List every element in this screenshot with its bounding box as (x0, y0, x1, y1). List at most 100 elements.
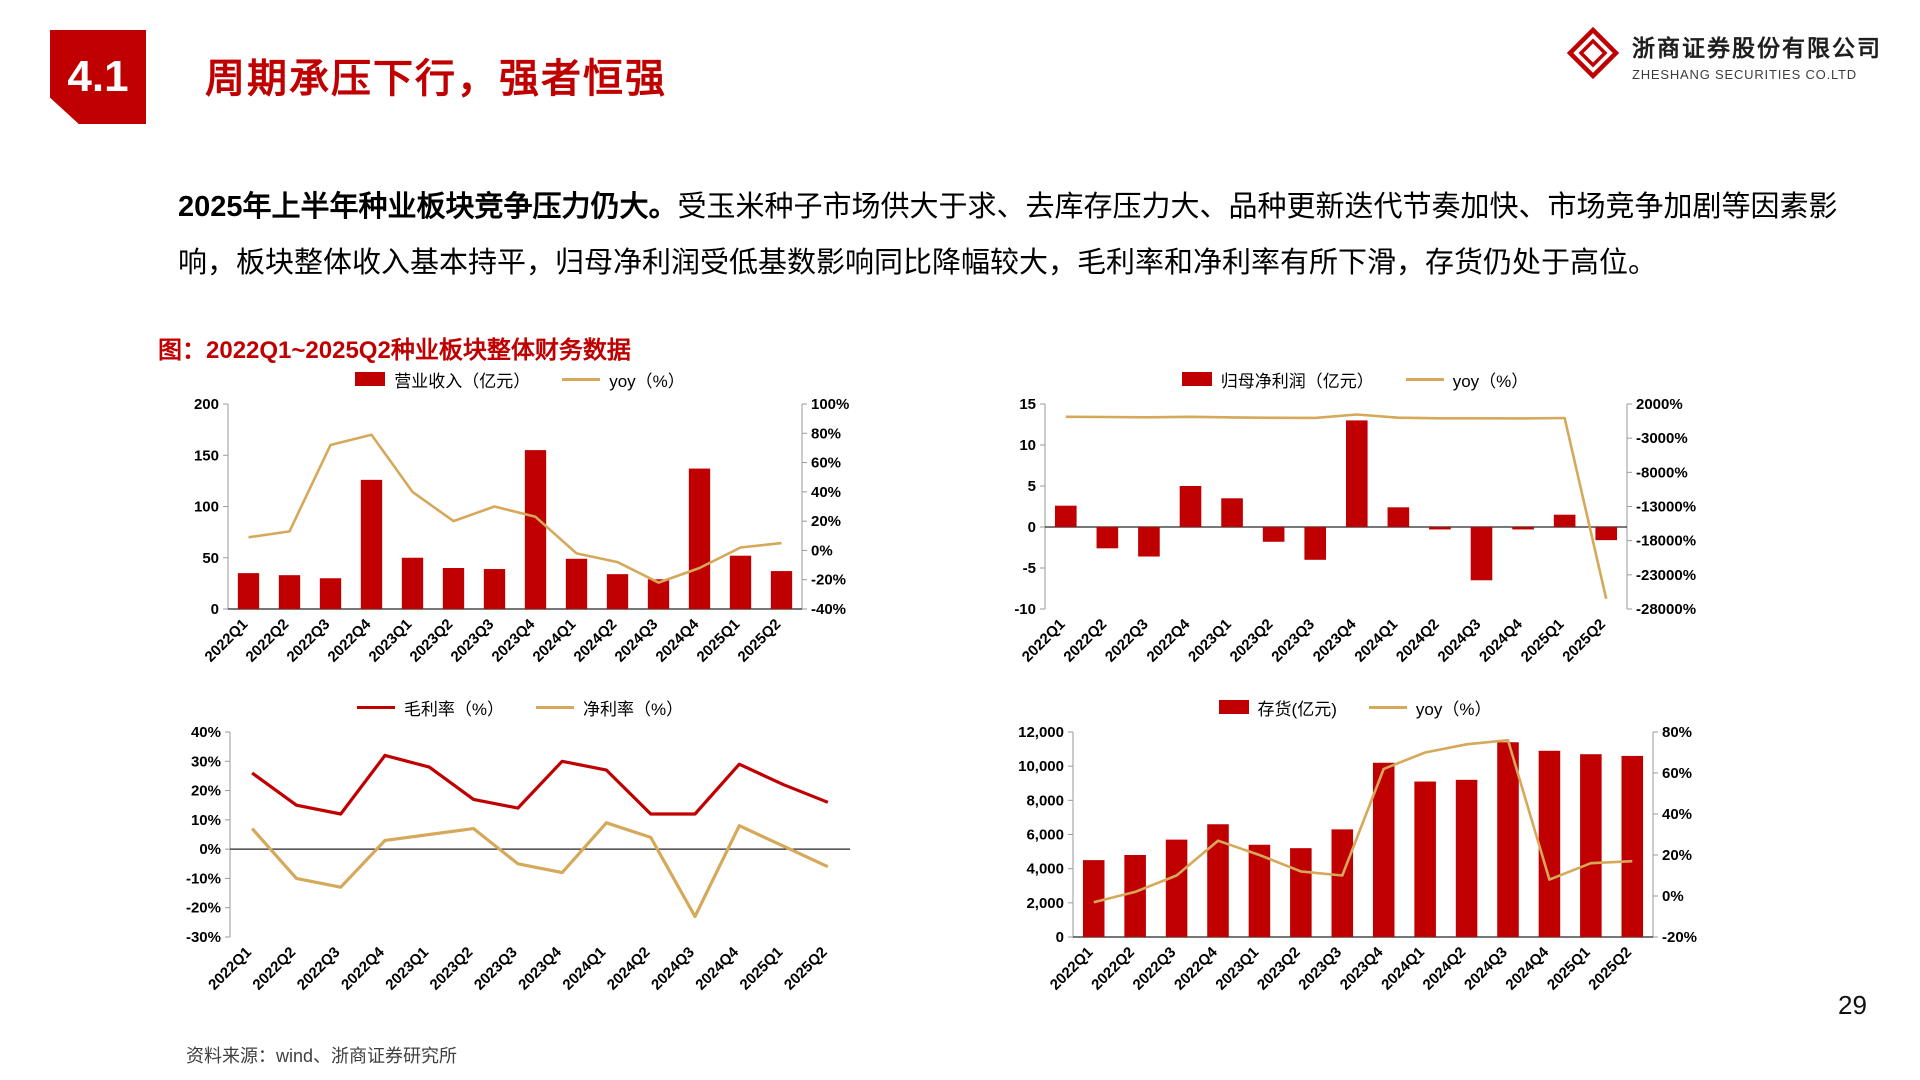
svg-text:2024Q4: 2024Q4 (653, 615, 703, 665)
svg-text:-30%: -30% (186, 929, 221, 946)
body-lead-sentence: 2025年上半年种业板块竞争压力仍大。 (178, 191, 678, 223)
svg-text:2022Q3: 2022Q3 (1102, 616, 1152, 666)
revenue-chart: 营业收入（亿元） yoy（%） 200 150 100 50 0 100% 80% 60% 40… (150, 364, 890, 699)
section-number: 4.1 (67, 52, 129, 101)
svg-text:2023Q3: 2023Q3 (471, 944, 521, 994)
svg-text:-13000%: -13000% (1636, 499, 1696, 516)
svg-text:2025Q1: 2025Q1 (1518, 616, 1568, 666)
svg-text:2022Q4: 2022Q4 (338, 943, 388, 993)
company-name-cn: 浙商证券股份有限公司 (1632, 35, 1882, 61)
legend-label: yoy（%） (1452, 371, 1529, 391)
svg-text:2000%: 2000% (1636, 396, 1683, 413)
svg-text:-23000%: -23000% (1636, 567, 1696, 584)
svg-text:20%: 20% (811, 513, 841, 530)
svg-text:12,000: 12,000 (1018, 724, 1064, 741)
svg-text:2022Q1: 2022Q1 (205, 944, 255, 994)
svg-text:0%: 0% (1662, 888, 1684, 905)
line-swatch-icon (1405, 377, 1444, 381)
svg-text:0%: 0% (811, 542, 833, 559)
svg-text:-20%: -20% (186, 900, 221, 917)
legend-item: yoy（%） (562, 367, 685, 392)
svg-text:2023Q2: 2023Q2 (407, 616, 457, 666)
svg-text:-40%: -40% (811, 601, 846, 618)
svg-text:2024Q2: 2024Q2 (604, 944, 654, 994)
legend-item: 营业收入（亿元） (355, 367, 530, 392)
svg-text:2024Q3: 2024Q3 (1461, 944, 1511, 994)
svg-text:2025Q2: 2025Q2 (781, 944, 831, 994)
svg-text:100: 100 (194, 499, 219, 516)
svg-text:2023Q2: 2023Q2 (427, 944, 477, 994)
svg-text:2022Q3: 2022Q3 (1130, 944, 1180, 994)
svg-text:40%: 40% (1662, 806, 1692, 823)
svg-text:2022Q3: 2022Q3 (284, 616, 334, 666)
svg-text:2024Q3: 2024Q3 (612, 616, 662, 666)
svg-text:2025Q1: 2025Q1 (737, 944, 787, 994)
svg-text:40%: 40% (191, 724, 221, 741)
svg-text:2024Q2: 2024Q2 (1420, 944, 1470, 994)
svg-text:80%: 80% (1662, 724, 1692, 741)
svg-text:10,000: 10,000 (1018, 758, 1064, 775)
red-line-swatch-icon (356, 705, 395, 709)
svg-text:2025Q2: 2025Q2 (1559, 616, 1609, 666)
section-number-badge: 4.1 (50, 30, 146, 124)
svg-text:2022Q2: 2022Q2 (1088, 944, 1138, 994)
page-title: 周期承压下行，强者恒强 (205, 57, 667, 101)
svg-text:2024Q2: 2024Q2 (571, 616, 621, 666)
svg-text:-10: -10 (1014, 601, 1036, 618)
svg-text:0%: 0% (199, 841, 221, 858)
svg-text:15: 15 (1019, 396, 1036, 413)
legend-label: 毛利率（%） (403, 699, 504, 719)
svg-text:0: 0 (211, 601, 219, 618)
svg-text:30%: 30% (191, 753, 221, 770)
svg-text:2022Q1: 2022Q1 (1047, 944, 1097, 994)
svg-text:2024Q2: 2024Q2 (1393, 616, 1443, 666)
svg-text:40%: 40% (811, 484, 841, 501)
revenue-chart-legend: 营业收入（亿元） yoy（%） (150, 364, 890, 394)
svg-text:2022Q4: 2022Q4 (1171, 943, 1221, 993)
svg-text:-18000%: -18000% (1636, 533, 1696, 550)
svg-text:2023Q4: 2023Q4 (1337, 943, 1387, 993)
zheshang-knot-icon (1566, 26, 1620, 85)
svg-text:60%: 60% (1662, 765, 1692, 782)
svg-text:2024Q3: 2024Q3 (648, 944, 698, 994)
svg-text:2022Q2: 2022Q2 (243, 616, 293, 666)
revenue-chart-canvas: 200 150 100 50 0 100% 80% 60% 40% 20% 0% -20% -40% 20… (194, 396, 849, 666)
margin-chart: 毛利率（%） 净利率（%） 40% 30% 20% 10% 0% -10% -20% -30%… (150, 692, 890, 1027)
bar-swatch-icon (1181, 372, 1212, 386)
gold-line-swatch-icon (536, 705, 574, 709)
svg-text:60%: 60% (811, 455, 841, 472)
svg-text:2024Q4: 2024Q4 (1502, 943, 1552, 993)
svg-text:2025Q1: 2025Q1 (694, 616, 744, 666)
svg-text:6,000: 6,000 (1026, 827, 1064, 844)
legend-item: 净利率（%） (536, 695, 683, 720)
margin-chart-canvas: 40%30%20%10%0%-10%-20%-30%2022Q12022Q220… (186, 724, 850, 994)
svg-text:2025Q2: 2025Q2 (735, 616, 785, 666)
body-rest-text: 受玉米种子市场供大于求、去库存压力大、品种更新迭代节奏加快、市场竞争加剧等因素影… (178, 191, 1838, 279)
legend-label: 归母净利润（亿元） (1220, 371, 1374, 391)
svg-text:100%: 100% (811, 396, 849, 413)
svg-text:10: 10 (1019, 437, 1036, 454)
legend-label: yoy（%） (609, 371, 685, 391)
svg-text:-3000%: -3000% (1636, 430, 1688, 447)
svg-text:-20%: -20% (1662, 929, 1697, 946)
body-paragraph: 2025年上半年种业板块竞争压力仍大。受玉米种子市场供大于求、去库存压力大、品种… (178, 179, 1843, 291)
svg-text:2022Q3: 2022Q3 (294, 944, 344, 994)
svg-text:2023Q1: 2023Q1 (366, 616, 416, 666)
svg-text:2023Q3: 2023Q3 (1295, 944, 1345, 994)
svg-text:2,000: 2,000 (1026, 895, 1064, 912)
svg-text:2023Q1: 2023Q1 (1185, 616, 1235, 666)
svg-text:-20%: -20% (811, 572, 846, 589)
svg-text:-8000%: -8000% (1636, 464, 1688, 481)
svg-text:2025Q2: 2025Q2 (1585, 944, 1635, 994)
inventory-chart-canvas: 12,000 10,000 8,000 6,000 4,000 2,000 0 80% 60% 4… (1018, 724, 1697, 994)
svg-text:150: 150 (194, 447, 219, 464)
svg-text:2022Q1: 2022Q1 (202, 616, 252, 666)
svg-text:2024Q4: 2024Q4 (1476, 615, 1526, 665)
svg-text:-5: -5 (1023, 560, 1036, 577)
page-number: 29 (1838, 990, 1867, 1020)
bar-swatch-icon (1218, 700, 1249, 714)
svg-text:5: 5 (1028, 478, 1036, 495)
svg-text:2025Q1: 2025Q1 (1544, 944, 1594, 994)
svg-text:2024Q1: 2024Q1 (559, 944, 609, 994)
line-swatch-icon (1368, 705, 1407, 709)
